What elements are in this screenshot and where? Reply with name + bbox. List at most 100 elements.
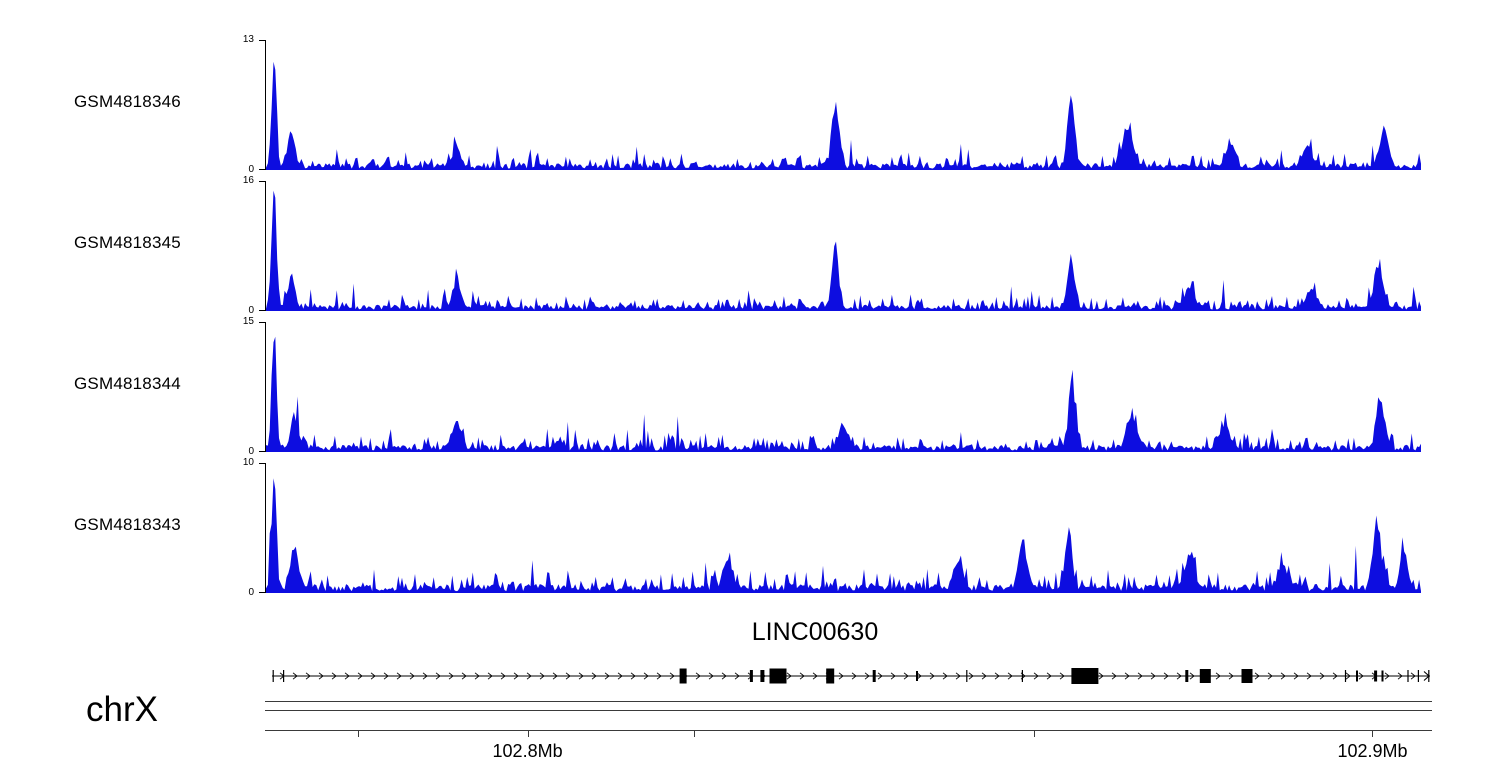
coverage-track: GSM4818344 15 0 [0, 316, 1500, 457]
chromosome-label: chrX [86, 690, 158, 729]
scale-minor-tick [694, 730, 696, 737]
strand-direction-arrow-icon [1007, 672, 1013, 680]
y-axis-tick [259, 322, 265, 323]
strand-direction-arrow-icon [513, 672, 519, 680]
strand-direction-arrow-icon [877, 672, 883, 680]
chromosome-band [265, 701, 1432, 711]
strand-direction-arrow-icon [942, 672, 948, 680]
exon-box [749, 670, 753, 682]
strand-direction-arrow-icon [500, 672, 506, 680]
strand-direction-arrow-icon [591, 672, 597, 680]
strand-direction-arrow-icon [305, 672, 311, 680]
strand-direction-arrow-icon [1345, 672, 1351, 680]
strand-direction-arrow-icon [1215, 672, 1221, 680]
strand-direction-arrow-icon [1358, 672, 1364, 680]
strand-direction-arrow-icon [396, 672, 402, 680]
strand-direction-arrow-icon [1189, 672, 1195, 680]
y-axis-tick [259, 463, 265, 464]
strand-direction-arrow-icon [981, 672, 987, 680]
strand-direction-arrow-icon [851, 672, 857, 680]
gene-name-label: LINC00630 [751, 618, 879, 646]
y-axis-zero-label: 0 [248, 446, 254, 457]
y-axis-max-label: 10 [242, 457, 254, 468]
coverage-track: GSM4818343 10 0 [0, 457, 1500, 598]
exon-box [1199, 669, 1211, 683]
y-axis-max-label: 13 [242, 34, 254, 45]
coverage-signal-svg [266, 478, 1421, 593]
strand-direction-arrow-icon [1176, 672, 1182, 680]
strand-direction-arrow-icon [383, 672, 389, 680]
strand-direction-arrow-icon [1293, 672, 1299, 680]
exon-box [1071, 668, 1099, 684]
scale-tick-label: 102.8Mb [492, 741, 563, 761]
strand-direction-arrow-icon [643, 672, 649, 680]
strand-direction-arrow-icon [1397, 672, 1403, 680]
strand-direction-arrow-icon [1280, 672, 1286, 680]
coverage-signal-svg [266, 61, 1421, 170]
exon-box [1185, 670, 1189, 682]
exon-box [916, 671, 918, 681]
coverage-signal-svg [266, 336, 1421, 452]
coverage-signal [266, 478, 1421, 593]
coverage-plot [265, 40, 1421, 170]
scale-major-tick [527, 730, 529, 737]
strand-direction-arrow-icon [994, 672, 1000, 680]
exon-box [679, 668, 687, 684]
exon-box [760, 670, 765, 682]
exon-box [1381, 670, 1384, 682]
strand-direction-arrow-icon [656, 672, 662, 680]
strand-direction-arrow-icon [786, 672, 792, 680]
coverage-plot [265, 322, 1421, 452]
scale-tick-label: 102.9Mb [1337, 741, 1408, 761]
strand-direction-arrow-icon [422, 672, 428, 680]
strand-direction-arrow-icon [812, 672, 818, 680]
strand-direction-arrow-icon [799, 672, 805, 680]
exon-box [769, 668, 787, 684]
scale-axis-line [265, 730, 1432, 731]
y-axis-tick [259, 181, 265, 182]
y-axis-tick [259, 310, 265, 311]
coverage-signal [266, 61, 1421, 170]
strand-direction-arrow-icon [1150, 672, 1156, 680]
strand-direction-arrow-icon [903, 672, 909, 680]
strand-direction-arrow-icon [1098, 672, 1104, 680]
strand-direction-arrow-icon [838, 672, 844, 680]
track-label: GSM4818343 [74, 515, 181, 534]
coverage-signal [266, 336, 1421, 452]
y-axis-zero-label: 0 [248, 305, 254, 316]
y-axis-tick [259, 40, 265, 41]
exon-box [1374, 670, 1378, 682]
coverage-signal [266, 190, 1421, 311]
strand-direction-arrow-icon [1163, 672, 1169, 680]
strand-direction-arrow-icon [1254, 672, 1260, 680]
strand-direction-arrow-icon [1384, 672, 1390, 680]
y-axis-tick [259, 169, 265, 170]
strand-direction-arrow-icon [1059, 672, 1065, 680]
exon-box [1356, 670, 1358, 682]
strand-direction-arrow-icon [474, 672, 480, 680]
y-axis-max-label: 15 [242, 316, 254, 327]
scale-major-tick [1372, 730, 1374, 737]
strand-direction-arrow-icon [929, 672, 935, 680]
strand-direction-arrow-icon [1137, 672, 1143, 680]
coverage-track: GSM4818346 13 0 [0, 34, 1500, 175]
coverage-plot [265, 463, 1421, 593]
strand-direction-arrow-icon [968, 672, 974, 680]
strand-direction-arrow-icon [695, 672, 701, 680]
strand-direction-arrow-icon [1267, 672, 1273, 680]
strand-direction-arrow-icon [331, 672, 337, 680]
coverage-track: GSM4818345 16 0 [0, 175, 1500, 316]
strand-direction-arrow-icon [669, 672, 675, 680]
y-axis-tick [259, 451, 265, 452]
strand-direction-arrow-icon [448, 672, 454, 680]
track-label: GSM4818345 [74, 233, 181, 252]
strand-direction-arrow-icon [357, 672, 363, 680]
strand-direction-arrow-icon [955, 672, 961, 680]
strand-direction-arrow-icon [1033, 672, 1039, 680]
track-label: GSM4818346 [74, 92, 181, 111]
strand-direction-arrow-icon [617, 672, 623, 680]
strand-direction-arrow-icon [721, 672, 727, 680]
strand-direction-arrow-icon [734, 672, 740, 680]
strand-direction-arrow-icon [292, 672, 298, 680]
strand-direction-arrow-icon [1124, 672, 1130, 680]
